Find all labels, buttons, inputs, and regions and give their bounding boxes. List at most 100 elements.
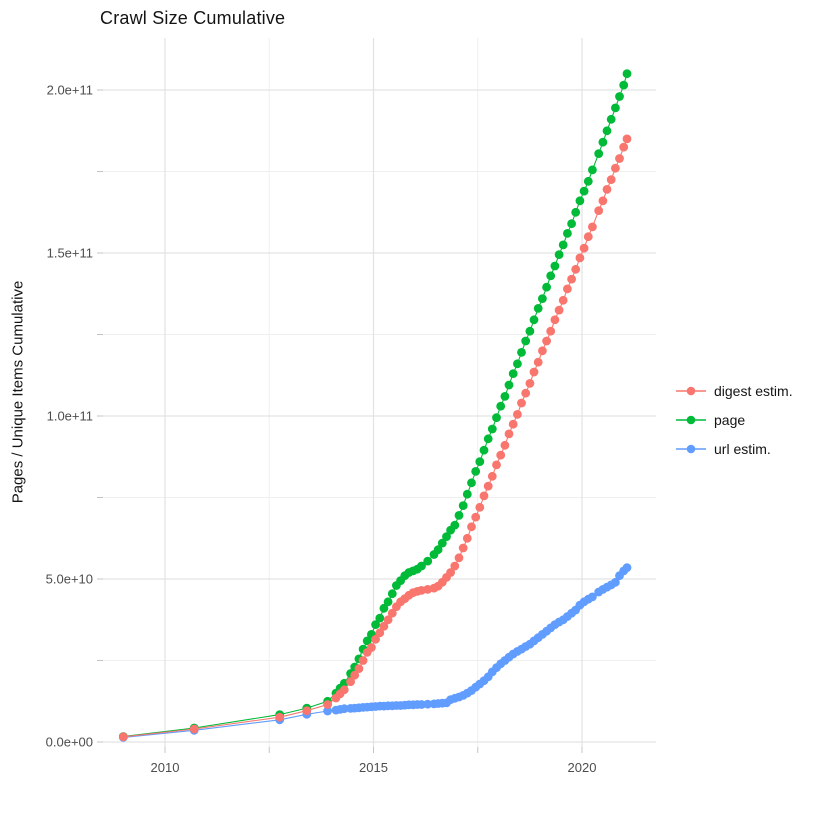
data-point [496,401,506,411]
data-point [550,261,560,271]
data-point [546,326,556,336]
data-point [554,305,564,315]
legend-key-icon [676,386,706,396]
data-point [375,613,385,623]
data-point [354,664,364,673]
data-point [542,336,551,346]
data-point [504,429,514,439]
y-tick-label: 1.0e+11 [47,409,93,424]
data-point [417,700,426,709]
data-point [458,501,468,510]
data-point [387,589,397,599]
data-point [458,543,468,553]
data-point [487,471,497,481]
data-point [487,424,497,434]
data-point [471,512,481,522]
data-point [554,250,564,259]
data-point [615,92,624,101]
data-point [500,440,510,450]
data-point [588,222,597,232]
data-point [579,243,589,253]
data-point [615,154,624,163]
data-point [423,556,433,566]
legend-label: digest estim. [714,383,793,399]
data-point [500,392,510,401]
data-point [437,538,447,548]
data-point [513,410,522,419]
data-point [611,577,620,587]
data-point [383,615,393,625]
data-point [525,379,535,388]
data-point [433,545,443,555]
data-point [483,481,493,491]
data-point [583,176,593,186]
legend: digest estim. page url estim. [674,380,793,460]
data-point [558,295,568,305]
data-point [371,634,380,644]
data-point [471,467,481,476]
data-point [323,706,332,716]
data-point [387,608,397,618]
chart-title: Crawl Size Cumulative [100,8,286,28]
data-point [479,491,489,501]
data-point [467,478,476,488]
data-point [467,522,476,532]
data-point [504,380,514,390]
data-point [379,621,389,631]
data-point [538,294,547,303]
data-point [622,134,632,144]
data-point [479,445,489,455]
data-point [563,229,572,238]
data-point [563,284,572,294]
data-point [483,434,493,444]
data-point [492,460,501,470]
data-point [583,232,593,242]
data-point [475,502,485,512]
data-point [362,636,372,646]
data-point [442,532,451,541]
gridlines-minor [103,38,656,747]
data-point [546,271,556,281]
data-point [508,419,518,429]
data-point [339,685,349,695]
data-point [450,520,460,530]
data-point [446,568,455,577]
data-point [611,103,620,113]
data-point [619,142,629,152]
data-point [622,563,632,572]
data-point [571,207,581,217]
data-point [475,457,485,466]
data-point [606,114,616,124]
legend-key-icon [676,415,706,425]
data-point [423,699,433,709]
data-point [533,357,543,367]
legend-item-page: page [674,409,793,431]
y-tick-label: 1.5e+11 [47,246,93,261]
data-point [594,149,604,159]
data-point [538,346,547,356]
series-url-estim [118,563,632,742]
data-point [558,240,568,250]
data-point [517,398,526,408]
data-point [550,315,560,325]
data-point [275,712,285,722]
x-axis-labels: 2010 2015 2020 [151,760,597,775]
legend-item-url-estim: url estim. [674,438,793,460]
data-point [567,274,576,284]
data-point [602,185,612,194]
data-point [383,597,393,607]
series-line-url-estim [123,567,628,738]
data-point [189,724,199,734]
y-tick-label: 2.0e+11 [47,83,93,98]
data-point [567,219,576,229]
data-point [350,670,360,680]
data-point [588,165,597,175]
data-point [594,206,604,216]
data-point [375,628,385,638]
data-point [339,704,349,714]
data-point [513,359,522,369]
data-point [606,175,616,185]
data-point [450,561,460,571]
data-point [496,450,506,460]
